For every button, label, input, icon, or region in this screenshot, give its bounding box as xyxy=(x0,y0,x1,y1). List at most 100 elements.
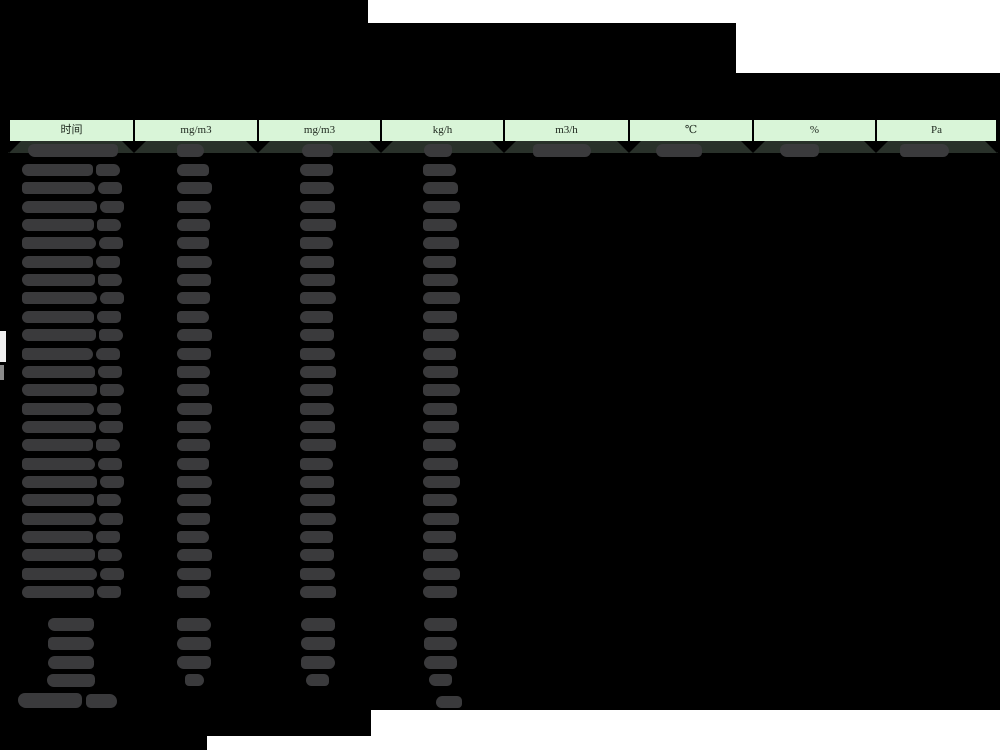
redacted-cell-value xyxy=(98,182,122,194)
redacted-cell-value xyxy=(22,201,97,213)
redacted-cell-value xyxy=(177,421,211,433)
redacted-cell-value xyxy=(177,182,212,194)
redacted-cell-value xyxy=(300,201,335,213)
redacted-cell-value xyxy=(656,144,702,157)
redacted-cell-value xyxy=(424,618,457,631)
redacted-cell-value xyxy=(48,618,94,631)
redacted-cell-value xyxy=(96,348,120,360)
redacted-cell-value xyxy=(177,618,211,631)
redacted-cell-value xyxy=(436,696,462,708)
redacted-cell-value xyxy=(300,256,334,268)
redacted-cell-value xyxy=(100,384,124,396)
redacted-cell-value xyxy=(22,256,93,268)
redacted-cell-value xyxy=(177,348,211,360)
header-cell-mgm3-2: mg/m3 xyxy=(259,120,382,141)
redacted-cell-value xyxy=(301,637,335,650)
redacted-cell-value xyxy=(100,292,124,304)
redacted-cell-value xyxy=(300,421,335,433)
redacted-cell-value xyxy=(96,256,120,268)
redacted-cell-value xyxy=(300,311,333,323)
redacted-cell-value xyxy=(300,494,335,506)
redacted-cell-value xyxy=(177,458,209,470)
redacted-cell-value xyxy=(423,421,459,433)
redacted-cell-value xyxy=(97,586,121,598)
redacted-cell-value xyxy=(423,348,456,360)
redacted-cell-value xyxy=(533,144,591,157)
redacted-cell-value xyxy=(423,494,457,506)
redacted-cell-value xyxy=(423,549,458,561)
redacted-cell-value xyxy=(22,329,96,341)
redacted-cell-value xyxy=(306,674,329,686)
redacted-cell-value xyxy=(22,164,93,176)
masked-table-body xyxy=(0,73,1000,710)
redacted-cell-value xyxy=(424,637,457,650)
redacted-cell-value xyxy=(300,384,333,396)
redacted-cell-value xyxy=(423,384,460,396)
redacted-cell-value xyxy=(100,201,124,213)
redacted-cell-value xyxy=(423,292,460,304)
redacted-cell-value xyxy=(900,144,949,157)
redacted-cell-value xyxy=(177,329,212,341)
redacted-cell-value xyxy=(96,439,120,451)
redacted-cell-value xyxy=(177,568,211,580)
redacted-cell-value xyxy=(22,384,97,396)
redacted-cell-value xyxy=(423,439,456,451)
redacted-cell-value xyxy=(301,656,335,669)
redacted-cell-value xyxy=(22,421,96,433)
left-margin-artifact xyxy=(0,331,6,362)
redacted-cell-value xyxy=(98,366,122,378)
redacted-cell-value xyxy=(300,274,335,286)
redacted-cell-value xyxy=(423,513,459,525)
redacted-cell-value xyxy=(22,311,94,323)
redacted-cell-value xyxy=(300,348,335,360)
redacted-cell-value xyxy=(177,164,209,176)
header-cell-mgm3-1: mg/m3 xyxy=(135,120,259,141)
redacted-cell-value xyxy=(423,366,458,378)
redacted-cell-value xyxy=(22,439,93,451)
redacted-cell-value xyxy=(177,256,212,268)
redacted-cell-value xyxy=(177,439,210,451)
redacted-cell-value xyxy=(177,549,212,561)
redacted-cell-value xyxy=(177,637,211,650)
redacted-cell-value xyxy=(177,144,204,157)
redacted-cell-value xyxy=(300,531,333,543)
column-border-notch xyxy=(0,141,21,153)
redacted-cell-value xyxy=(177,311,209,323)
header-cell-pa: Pa xyxy=(877,120,998,141)
redacted-cell-value xyxy=(177,513,210,525)
redacted-cell-value xyxy=(96,164,120,176)
redacted-cell-value xyxy=(48,637,94,650)
redacted-cell-value xyxy=(22,348,93,360)
redacted-cell-value xyxy=(22,458,95,470)
masked-footer-left xyxy=(0,710,371,736)
redacted-cell-value xyxy=(177,274,211,286)
redacted-cell-value xyxy=(98,549,122,561)
redacted-cell-value xyxy=(300,513,336,525)
redacted-cell-value xyxy=(300,329,334,341)
column-border-notch xyxy=(864,141,888,153)
redacted-cell-value xyxy=(18,693,82,708)
redacted-cell-value xyxy=(177,494,211,506)
column-border-notch xyxy=(617,141,641,153)
redacted-cell-value xyxy=(177,656,211,669)
masked-footer-corner xyxy=(0,736,207,750)
redacted-cell-value xyxy=(423,403,457,415)
redacted-cell-value xyxy=(300,476,334,488)
redacted-cell-value xyxy=(423,531,456,543)
redacted-cell-value xyxy=(177,219,210,231)
redacted-cell-value xyxy=(22,549,95,561)
redacted-cell-value xyxy=(98,458,122,470)
redacted-cell-value xyxy=(423,201,460,213)
redacted-cell-value xyxy=(177,403,212,415)
redacted-cell-value xyxy=(47,674,95,687)
column-border-notch xyxy=(741,141,765,153)
redacted-cell-value xyxy=(300,568,335,580)
redacted-cell-value xyxy=(48,656,94,669)
redacted-cell-value xyxy=(300,586,336,598)
header-cell-celsius: ℃ xyxy=(630,120,754,141)
redacted-cell-value xyxy=(22,531,93,543)
redacted-cell-value xyxy=(177,237,209,249)
redacted-cell-value xyxy=(423,256,456,268)
redacted-cell-value xyxy=(177,586,210,598)
column-border-notch xyxy=(985,141,1000,153)
